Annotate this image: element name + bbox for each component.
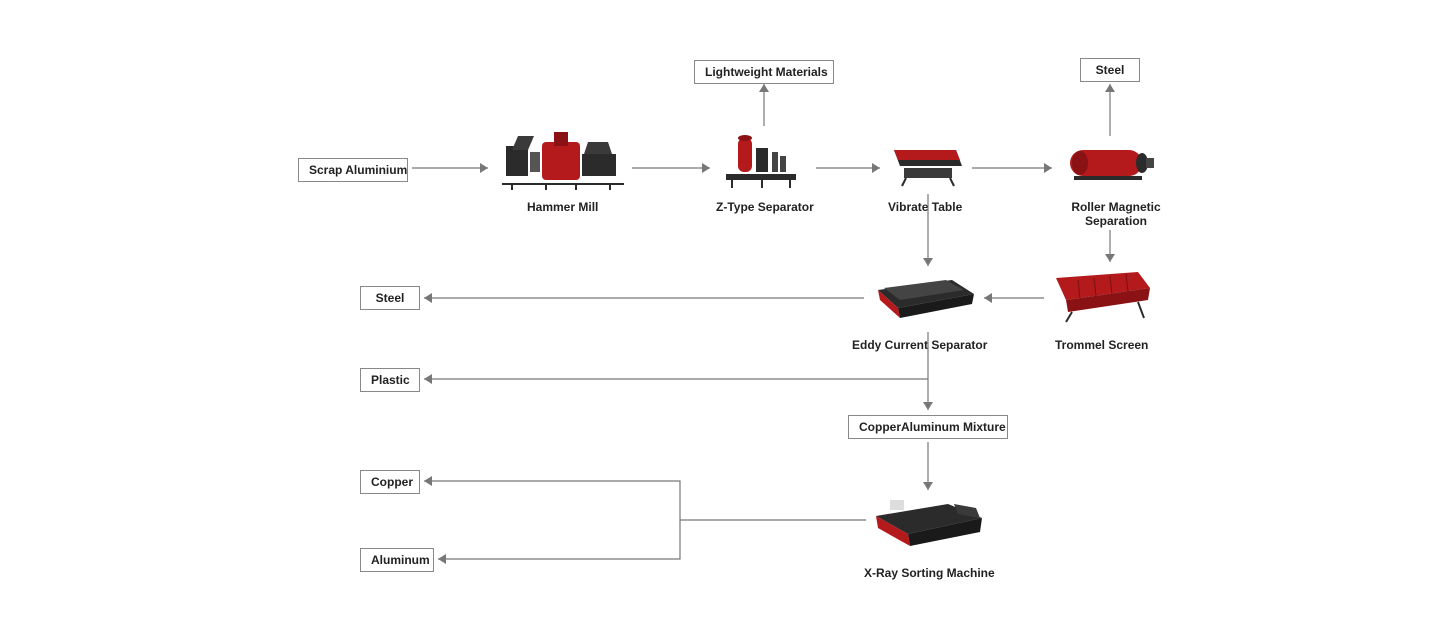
box-plastic: Plastic [360,368,420,392]
box-scrap-aluminium: Scrap Aluminium [298,158,408,182]
xray-sorting-icon [870,496,990,552]
box-steel-top: Steel [1080,58,1140,82]
machine-trommel-screen [1048,270,1158,324]
eddy-current-icon [870,272,980,322]
machine-z-type-separator [720,130,810,192]
z-type-separator-icon [720,130,810,192]
box-steel-mid: Steel [360,286,420,310]
label-trommel-screen: Trommel Screen [1055,338,1148,352]
machine-eddy-current [870,272,980,322]
machine-vibrate-table [888,146,968,188]
label-xray-sorting: X-Ray Sorting Machine [864,566,995,580]
label-vibrate-table: Vibrate Table [888,200,962,214]
hammer-mill-icon [498,128,628,192]
machine-xray-sorting [870,496,990,552]
label-z-type-separator: Z-Type Separator [716,200,814,214]
box-copper: Copper [360,470,420,494]
box-copper-aluminum-mixture: CopperAluminum Mixture [848,415,1008,439]
label-hammer-mill: Hammer Mill [527,200,598,214]
trommel-screen-icon [1048,270,1158,324]
roller-magnetic-icon [1060,140,1160,186]
box-lightweight-materials: Lightweight Materials [694,60,834,84]
vibrate-table-icon [888,146,968,188]
machine-hammer-mill [498,128,628,192]
box-aluminum: Aluminum [360,548,434,572]
diagram-container: { "boxes": { "scrap_aluminium": "Scrap A… [0,0,1440,620]
arrows-layer [0,0,1440,620]
machine-roller-magnetic [1060,140,1160,186]
label-eddy-current: Eddy Current Separator [852,338,987,352]
label-roller-magnetic: Roller MagneticSeparation [1066,200,1166,228]
